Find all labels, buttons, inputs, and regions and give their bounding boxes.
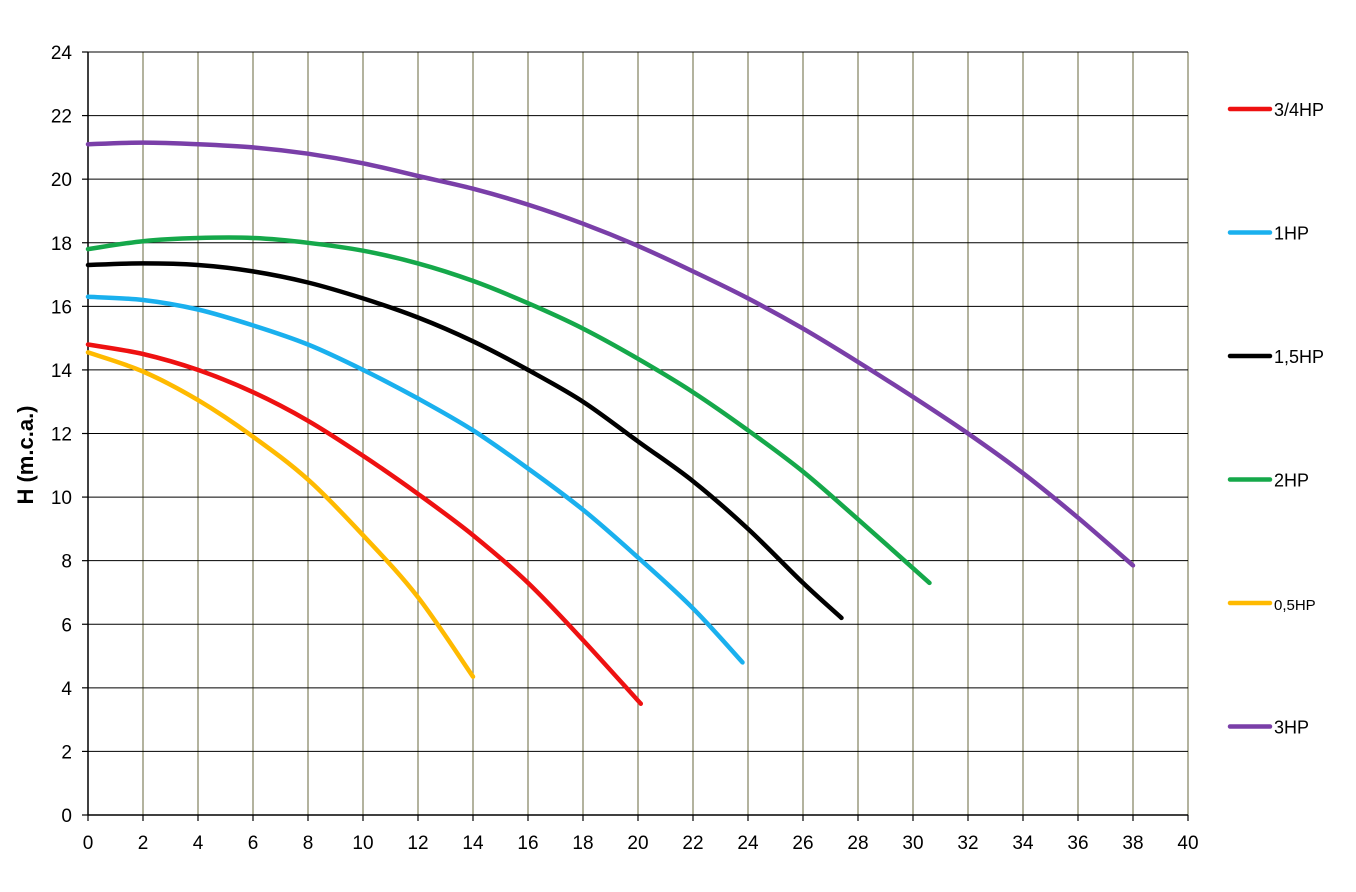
x-tick-label-8: 8 [303, 833, 314, 854]
y-tick-label-10: 10 [51, 488, 72, 509]
y-tick-label-2: 2 [61, 742, 72, 763]
grid-lines [88, 51, 1189, 815]
y-tick-label-6: 6 [61, 615, 72, 636]
x-tick-label-38: 38 [1122, 833, 1143, 854]
y-tick-label-8: 8 [61, 552, 72, 573]
y-tick-label-22: 22 [51, 107, 72, 128]
x-tick-label-0: 0 [83, 833, 94, 854]
legend-label-1: 1HP [1274, 224, 1309, 244]
series-line-3hp [85, 140, 1136, 568]
x-tick-label-24: 24 [737, 833, 759, 854]
x-tick-label-10: 10 [352, 833, 373, 854]
x-tick-label-28: 28 [847, 833, 868, 854]
series-lines [85, 140, 1136, 706]
x-tick-label-16: 16 [517, 833, 538, 854]
y-axis-label: H (m.c.a.) [13, 405, 38, 504]
axes [82, 51, 1189, 821]
y-tick-label-20: 20 [51, 170, 72, 191]
x-tick-label-6: 6 [248, 833, 259, 854]
y-tick-label-16: 16 [51, 297, 72, 318]
series-line-2hp [85, 235, 932, 586]
legend-label-4: 0,5HP [1274, 597, 1316, 614]
x-tick-label-34: 34 [1012, 833, 1034, 854]
x-tick-label-30: 30 [902, 833, 923, 854]
y-tick-label-12: 12 [51, 425, 72, 446]
x-tick-label-14: 14 [462, 833, 484, 854]
legend-label-3: 2HP [1274, 471, 1309, 491]
y-tick-label-24: 24 [51, 43, 73, 64]
x-tick-label-4: 4 [193, 833, 204, 854]
series-line-1hp [85, 294, 745, 665]
x-tick-label-18: 18 [572, 833, 593, 854]
series-line-3-4hp [85, 342, 644, 706]
x-tick-label-20: 20 [627, 833, 648, 854]
y-tick-label-4: 4 [61, 679, 72, 700]
x-tick-label-2: 2 [138, 833, 149, 854]
x-tick-label-12: 12 [407, 833, 428, 854]
series-line-1-5hp [85, 261, 844, 621]
x-tick-label-32: 32 [957, 833, 978, 854]
legend: 3/4HP 1HP 1,5HP 2HP 0,5HP 3HP [1227, 100, 1324, 738]
x-tick-label-36: 36 [1067, 833, 1088, 854]
tick-labels: 0 2 4 6 8 10 12 14 16 18 20 22 24 26 28 30 32 34 36 38 40024… [51, 43, 1199, 854]
y-tick-label-18: 18 [51, 234, 72, 255]
y-tick-label-0: 0 [61, 806, 72, 827]
y-tick-label-14: 14 [51, 361, 73, 382]
legend-label-0: 3/4HP [1274, 100, 1324, 120]
x-tick-label-22: 22 [682, 833, 703, 854]
series-line-0-5hp [85, 350, 476, 679]
x-tick-label-26: 26 [792, 833, 813, 854]
legend-label-5: 3HP [1274, 718, 1309, 738]
legend-label-2: 1,5HP [1274, 347, 1324, 367]
x-tick-label-40: 40 [1177, 833, 1198, 854]
